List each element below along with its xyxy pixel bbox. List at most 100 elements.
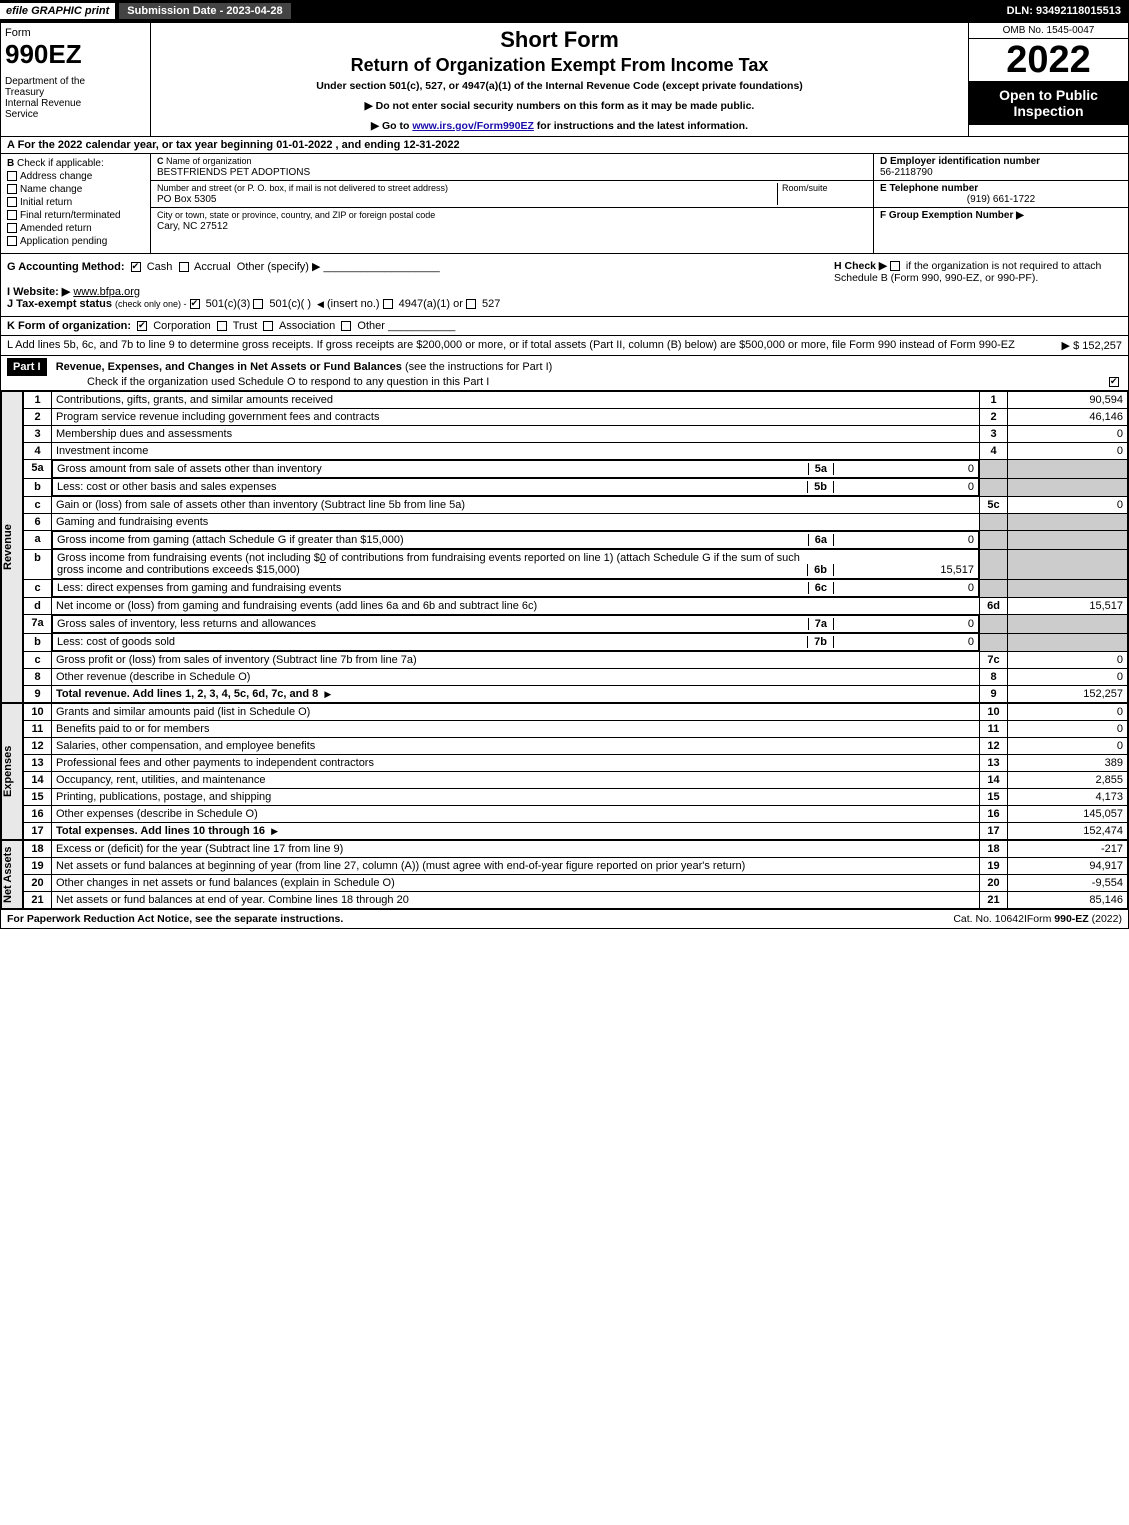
l12-text: Salaries, other compensation, and employ… bbox=[52, 738, 980, 755]
chk-501c3[interactable] bbox=[190, 299, 200, 309]
l9-val: 152,257 bbox=[1008, 686, 1128, 703]
l8-num: 8 bbox=[24, 669, 52, 686]
footer-left: For Paperwork Reduction Act Notice, see … bbox=[7, 913, 953, 925]
l20-num: 20 bbox=[24, 875, 52, 892]
l7c-val: 0 bbox=[1008, 652, 1128, 669]
line-21: 21Net assets or fund balances at end of … bbox=[24, 892, 1128, 909]
l14-num: 14 bbox=[24, 772, 52, 789]
irs-link[interactable]: www.irs.gov/Form990EZ bbox=[412, 120, 534, 132]
taxexempt-label: J Tax-exempt status bbox=[7, 298, 112, 310]
l6b-midval: 15,517 bbox=[834, 564, 974, 576]
l6b-num: b bbox=[24, 549, 52, 579]
line-13: 13Professional fees and other payments t… bbox=[24, 755, 1128, 772]
header-right: OMB No. 1545-0047 2022 Open to Public In… bbox=[968, 23, 1128, 136]
line-7b: bLess: cost of goods sold7b0 bbox=[24, 633, 1128, 652]
chk-initial-return[interactable]: Initial return bbox=[7, 197, 144, 208]
open-public: Open to Public Inspection bbox=[969, 81, 1128, 125]
chk-527[interactable] bbox=[466, 299, 476, 309]
l17-col: 17 bbox=[980, 823, 1008, 840]
box-c-label: C bbox=[157, 156, 164, 166]
chk-association[interactable] bbox=[263, 321, 273, 331]
l20-val: -9,554 bbox=[1008, 875, 1128, 892]
chk-501c[interactable] bbox=[253, 299, 263, 309]
l10-val: 0 bbox=[1008, 704, 1128, 721]
note-goto: ▶ Go to www.irs.gov/Form990EZ for instru… bbox=[159, 120, 960, 132]
l9-text: Total revenue. Add lines 1, 2, 3, 4, 5c,… bbox=[52, 686, 980, 703]
l3-text: Membership dues and assessments bbox=[52, 426, 980, 443]
line-1: 1Contributions, gifts, grants, and simil… bbox=[24, 392, 1128, 409]
title-short-form: Short Form bbox=[159, 27, 960, 53]
chk-schedule-o[interactable] bbox=[1109, 377, 1119, 387]
tax-year: 2022 bbox=[969, 39, 1128, 81]
l15-val: 4,173 bbox=[1008, 789, 1128, 806]
l6d-val: 15,517 bbox=[1008, 598, 1128, 615]
city-value: Cary, NC 27512 bbox=[157, 221, 228, 232]
chk-4947[interactable] bbox=[383, 299, 393, 309]
l12-val: 0 bbox=[1008, 738, 1128, 755]
part-i-header: Part I Revenue, Expenses, and Changes in… bbox=[1, 356, 1128, 391]
box-b-sub: Check if applicable: bbox=[17, 158, 104, 169]
l6c-col bbox=[980, 579, 1008, 598]
l15-num: 15 bbox=[24, 789, 52, 806]
row-k: K Form of organization: Corporation Trus… bbox=[1, 317, 1128, 336]
l4-num: 4 bbox=[24, 443, 52, 460]
l16-val: 145,057 bbox=[1008, 806, 1128, 823]
l1-val: 90,594 bbox=[1008, 392, 1128, 409]
l17-val: 152,474 bbox=[1008, 823, 1128, 840]
l8-col: 8 bbox=[980, 669, 1008, 686]
top-bar: efile GRAPHIC print Submission Date - 20… bbox=[0, 0, 1129, 22]
l5a-col bbox=[980, 460, 1008, 479]
phone-value: (919) 661-1722 bbox=[880, 194, 1122, 205]
org-name-label: Name of organization bbox=[166, 156, 252, 166]
l7b-text: Less: cost of goods sold bbox=[57, 636, 807, 648]
street-value: PO Box 5305 bbox=[157, 194, 216, 205]
l6a-val bbox=[1008, 531, 1128, 550]
l7b-midval: 0 bbox=[834, 636, 974, 648]
expenses-grid: Expenses 10Grants and similar amounts pa… bbox=[1, 703, 1128, 840]
form-word: Form bbox=[5, 27, 146, 39]
chk-cash[interactable] bbox=[131, 262, 141, 272]
trust-label: Trust bbox=[233, 320, 258, 332]
l5a-text: Gross amount from sale of assets other t… bbox=[57, 463, 808, 475]
box-def: D Employer identification number 56-2118… bbox=[873, 154, 1128, 253]
l5b-num: b bbox=[24, 478, 52, 497]
form-990ez: Form 990EZ Department of theTreasuryInte… bbox=[0, 22, 1129, 929]
l18-text: Excess or (deficit) for the year (Subtra… bbox=[52, 841, 980, 858]
footer-right-pre: Form bbox=[1027, 913, 1054, 925]
l19-val: 94,917 bbox=[1008, 858, 1128, 875]
efile-label[interactable]: efile GRAPHIC print bbox=[0, 3, 115, 19]
l5b-val bbox=[1008, 478, 1128, 497]
l5a-num: 5a bbox=[24, 460, 52, 479]
l1-text: Contributions, gifts, grants, and simila… bbox=[52, 392, 980, 409]
l10-num: 10 bbox=[24, 704, 52, 721]
part-i-table: Revenue 1Contributions, gifts, grants, a… bbox=[1, 391, 1128, 703]
row-l-text: L Add lines 5b, 6c, and 7b to line 9 to … bbox=[7, 339, 1054, 352]
line-10: 10Grants and similar amounts paid (list … bbox=[24, 704, 1128, 721]
city-label: City or town, state or province, country… bbox=[157, 210, 435, 220]
chk-application-pending[interactable]: Application pending bbox=[7, 236, 144, 247]
l7b-val bbox=[1008, 633, 1128, 652]
l18-col: 18 bbox=[980, 841, 1008, 858]
footer-right-post: (2022) bbox=[1089, 913, 1122, 925]
chk-schedule-b[interactable] bbox=[890, 261, 900, 271]
chk-other-org[interactable] bbox=[341, 321, 351, 331]
association-label: Association bbox=[279, 320, 335, 332]
ein-value: 56-2118790 bbox=[880, 167, 933, 178]
l15-col: 15 bbox=[980, 789, 1008, 806]
box-b: B Check if applicable: Address change Na… bbox=[1, 154, 151, 253]
website-value[interactable]: www.bfpa.org bbox=[73, 286, 140, 298]
chk-accrual[interactable] bbox=[179, 262, 189, 272]
other-org-label: Other bbox=[357, 320, 385, 332]
chk-trust[interactable] bbox=[217, 321, 227, 331]
chk-corporation[interactable] bbox=[137, 321, 147, 331]
l13-col: 13 bbox=[980, 755, 1008, 772]
l13-text: Professional fees and other payments to … bbox=[52, 755, 980, 772]
chk-name-change[interactable]: Name change bbox=[7, 184, 144, 195]
chk-address-change[interactable]: Address change bbox=[7, 171, 144, 182]
l5a-val bbox=[1008, 460, 1128, 479]
l7b-mid: 7b bbox=[807, 636, 834, 648]
chk-final-return[interactable]: Final return/terminated bbox=[7, 210, 144, 221]
form-org-label: K Form of organization: bbox=[7, 320, 131, 332]
chk-amended-return[interactable]: Amended return bbox=[7, 223, 144, 234]
l2-text: Program service revenue including govern… bbox=[52, 409, 980, 426]
